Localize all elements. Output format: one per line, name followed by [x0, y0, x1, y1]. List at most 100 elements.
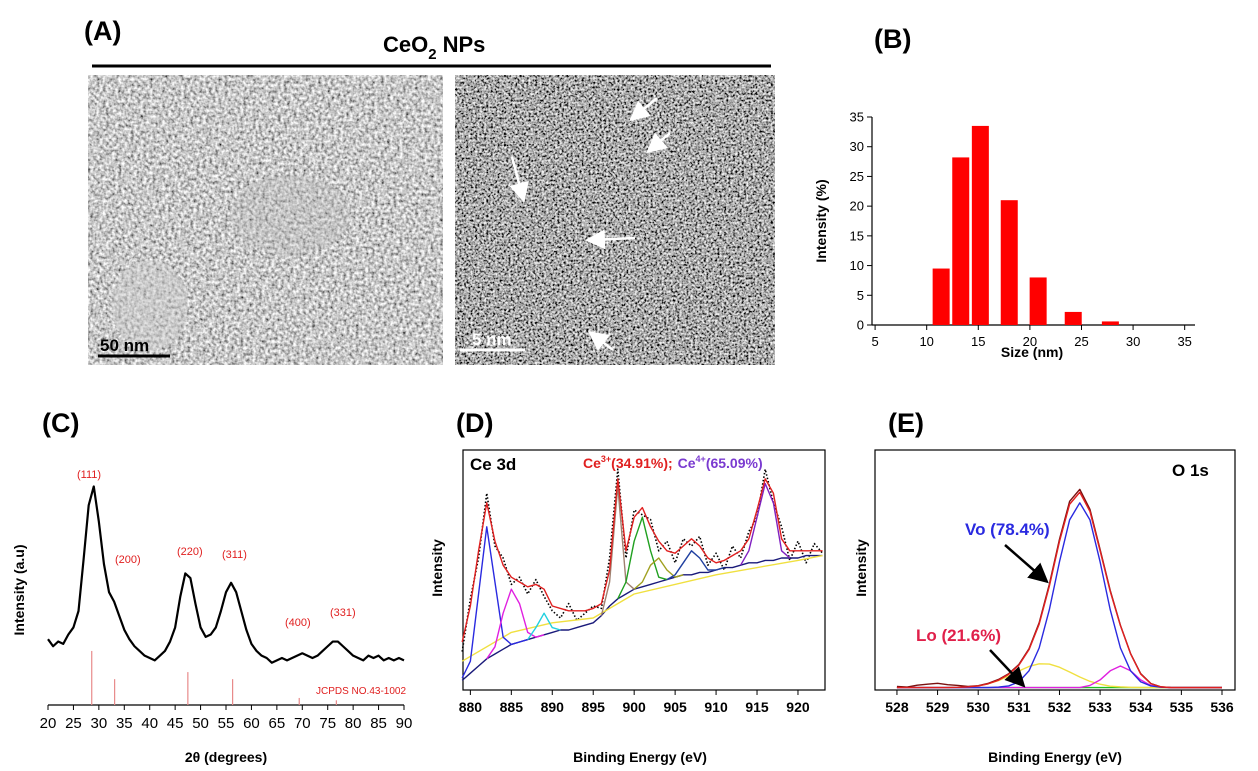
- annotation-part: (65.09%): [706, 455, 763, 471]
- x-tick-label: 65: [269, 715, 286, 732]
- bar: [932, 268, 950, 325]
- x-tick-label: 915: [745, 699, 769, 715]
- x-tick-label: 532: [1048, 699, 1072, 715]
- arrow: [989, 649, 1026, 688]
- x-tick-label: 75: [319, 715, 336, 732]
- series-line: [461, 478, 823, 643]
- x-tick-label: 25: [1074, 334, 1088, 349]
- x-tick-label: 530: [967, 699, 991, 715]
- title-text: NPs: [443, 32, 486, 57]
- x-tick-label: 55: [218, 715, 235, 732]
- x-tick-label: 85: [370, 715, 387, 732]
- y-axis-label: Intensity: [853, 539, 869, 597]
- x-tick-label: 910: [704, 699, 728, 715]
- annotation: Lo (21.6%): [916, 626, 1001, 645]
- panel-label: (A): [84, 16, 121, 46]
- arrow: [585, 229, 636, 250]
- scale-label: 50 nm: [100, 336, 149, 355]
- x-tick-label: 536: [1210, 699, 1234, 715]
- y-axis-label: Intensity (a.u): [11, 544, 27, 635]
- chart-title: O 1s: [1172, 461, 1209, 480]
- x-axis-label: Binding Energy (eV): [573, 749, 707, 765]
- panel-title: CeO2 NPs: [383, 32, 485, 63]
- plot-frame: [462, 449, 826, 691]
- x-tick-label: 5: [871, 334, 878, 349]
- series-line: [896, 488, 1222, 689]
- x-tick-label: 30: [1126, 334, 1140, 349]
- hrtem-image: [455, 75, 775, 365]
- y-tick-label: 10: [850, 258, 864, 273]
- x-tick-label: 533: [1088, 699, 1112, 715]
- y-tick-label: 25: [850, 169, 864, 184]
- x-tick-label: 20: [1023, 334, 1037, 349]
- arrows: [989, 544, 1049, 688]
- y-tick-label: 30: [850, 139, 864, 154]
- annotation-part: (34.91%);: [611, 455, 672, 471]
- arrows: [509, 97, 671, 352]
- bar: [1029, 277, 1047, 325]
- x-tick-label: 528: [885, 699, 909, 715]
- series-line: [666, 550, 725, 581]
- panel-label: (B): [874, 24, 911, 54]
- series-line: [896, 491, 1222, 689]
- x-tick-label: 920: [786, 699, 810, 715]
- tem-image: [88, 75, 443, 365]
- series-line: [896, 502, 1222, 689]
- x-axis-label: Size (nm): [1001, 344, 1063, 360]
- x-tick-label: 70: [294, 715, 311, 732]
- x-tick-label: 15: [971, 334, 985, 349]
- y-axis-label: Intensity (%): [813, 179, 829, 262]
- series-line: [633, 557, 684, 590]
- chart-title: Ce 3d: [470, 455, 516, 474]
- peak-label: (220): [177, 546, 203, 558]
- arrow: [588, 330, 614, 352]
- x-tick-label: 905: [663, 699, 687, 715]
- scale-label: 5 nm: [472, 330, 512, 349]
- x-tick-label: 90: [396, 715, 413, 732]
- peak-label: (311): [222, 549, 247, 561]
- x-tick-label: 529: [926, 699, 950, 715]
- arrow: [1004, 544, 1049, 584]
- x-axis-label: Binding Energy (eV): [988, 749, 1122, 765]
- bar: [1064, 311, 1082, 325]
- x-tick-label: 35: [1177, 334, 1191, 349]
- annotation-part: 3+: [601, 454, 611, 464]
- title-text: CeO: [383, 32, 428, 57]
- y-tick-label: 5: [857, 288, 864, 303]
- x-tick-label: 880: [459, 699, 483, 715]
- arrow: [646, 132, 671, 154]
- peak-label: (331): [330, 607, 356, 619]
- plot-frame: [874, 449, 1236, 691]
- peak-label: (111): [77, 469, 101, 481]
- series-line: [47, 485, 405, 664]
- panel-label: (C): [42, 408, 79, 438]
- annotation-part: Ce: [678, 455, 696, 471]
- annotation: Ce3+(34.91%); Ce4+(65.09%): [583, 454, 763, 471]
- y-tick-label: 15: [850, 228, 864, 243]
- panel-label: (E): [888, 408, 924, 438]
- y-tick-label: 0: [857, 318, 864, 333]
- arrow: [509, 156, 529, 203]
- x-tick-label: 885: [500, 699, 524, 715]
- panel-label: (D): [456, 408, 493, 438]
- x-tick-label: 30: [91, 715, 108, 732]
- annotation-part: Ce: [583, 455, 601, 471]
- bar: [1101, 321, 1119, 325]
- annotation-part: 4+: [696, 454, 706, 464]
- series-line: [486, 588, 545, 660]
- series-line: [461, 526, 528, 679]
- x-tick-label: 534: [1129, 699, 1153, 715]
- x-axis-label: 2θ (degrees): [185, 749, 267, 765]
- peak-label: (200): [115, 554, 141, 566]
- x-tick-label: 40: [141, 715, 158, 732]
- x-tick-label: 900: [622, 699, 646, 715]
- y-tick-label: 35: [850, 110, 864, 125]
- x-tick-label: 80: [345, 715, 362, 732]
- x-tick-label: 35: [116, 715, 133, 732]
- x-tick-label: 25: [65, 715, 82, 732]
- series-line: [461, 554, 823, 662]
- series-line: [461, 554, 823, 681]
- y-tick-label: 20: [850, 199, 864, 214]
- annotation: Vo (78.4%): [965, 520, 1050, 539]
